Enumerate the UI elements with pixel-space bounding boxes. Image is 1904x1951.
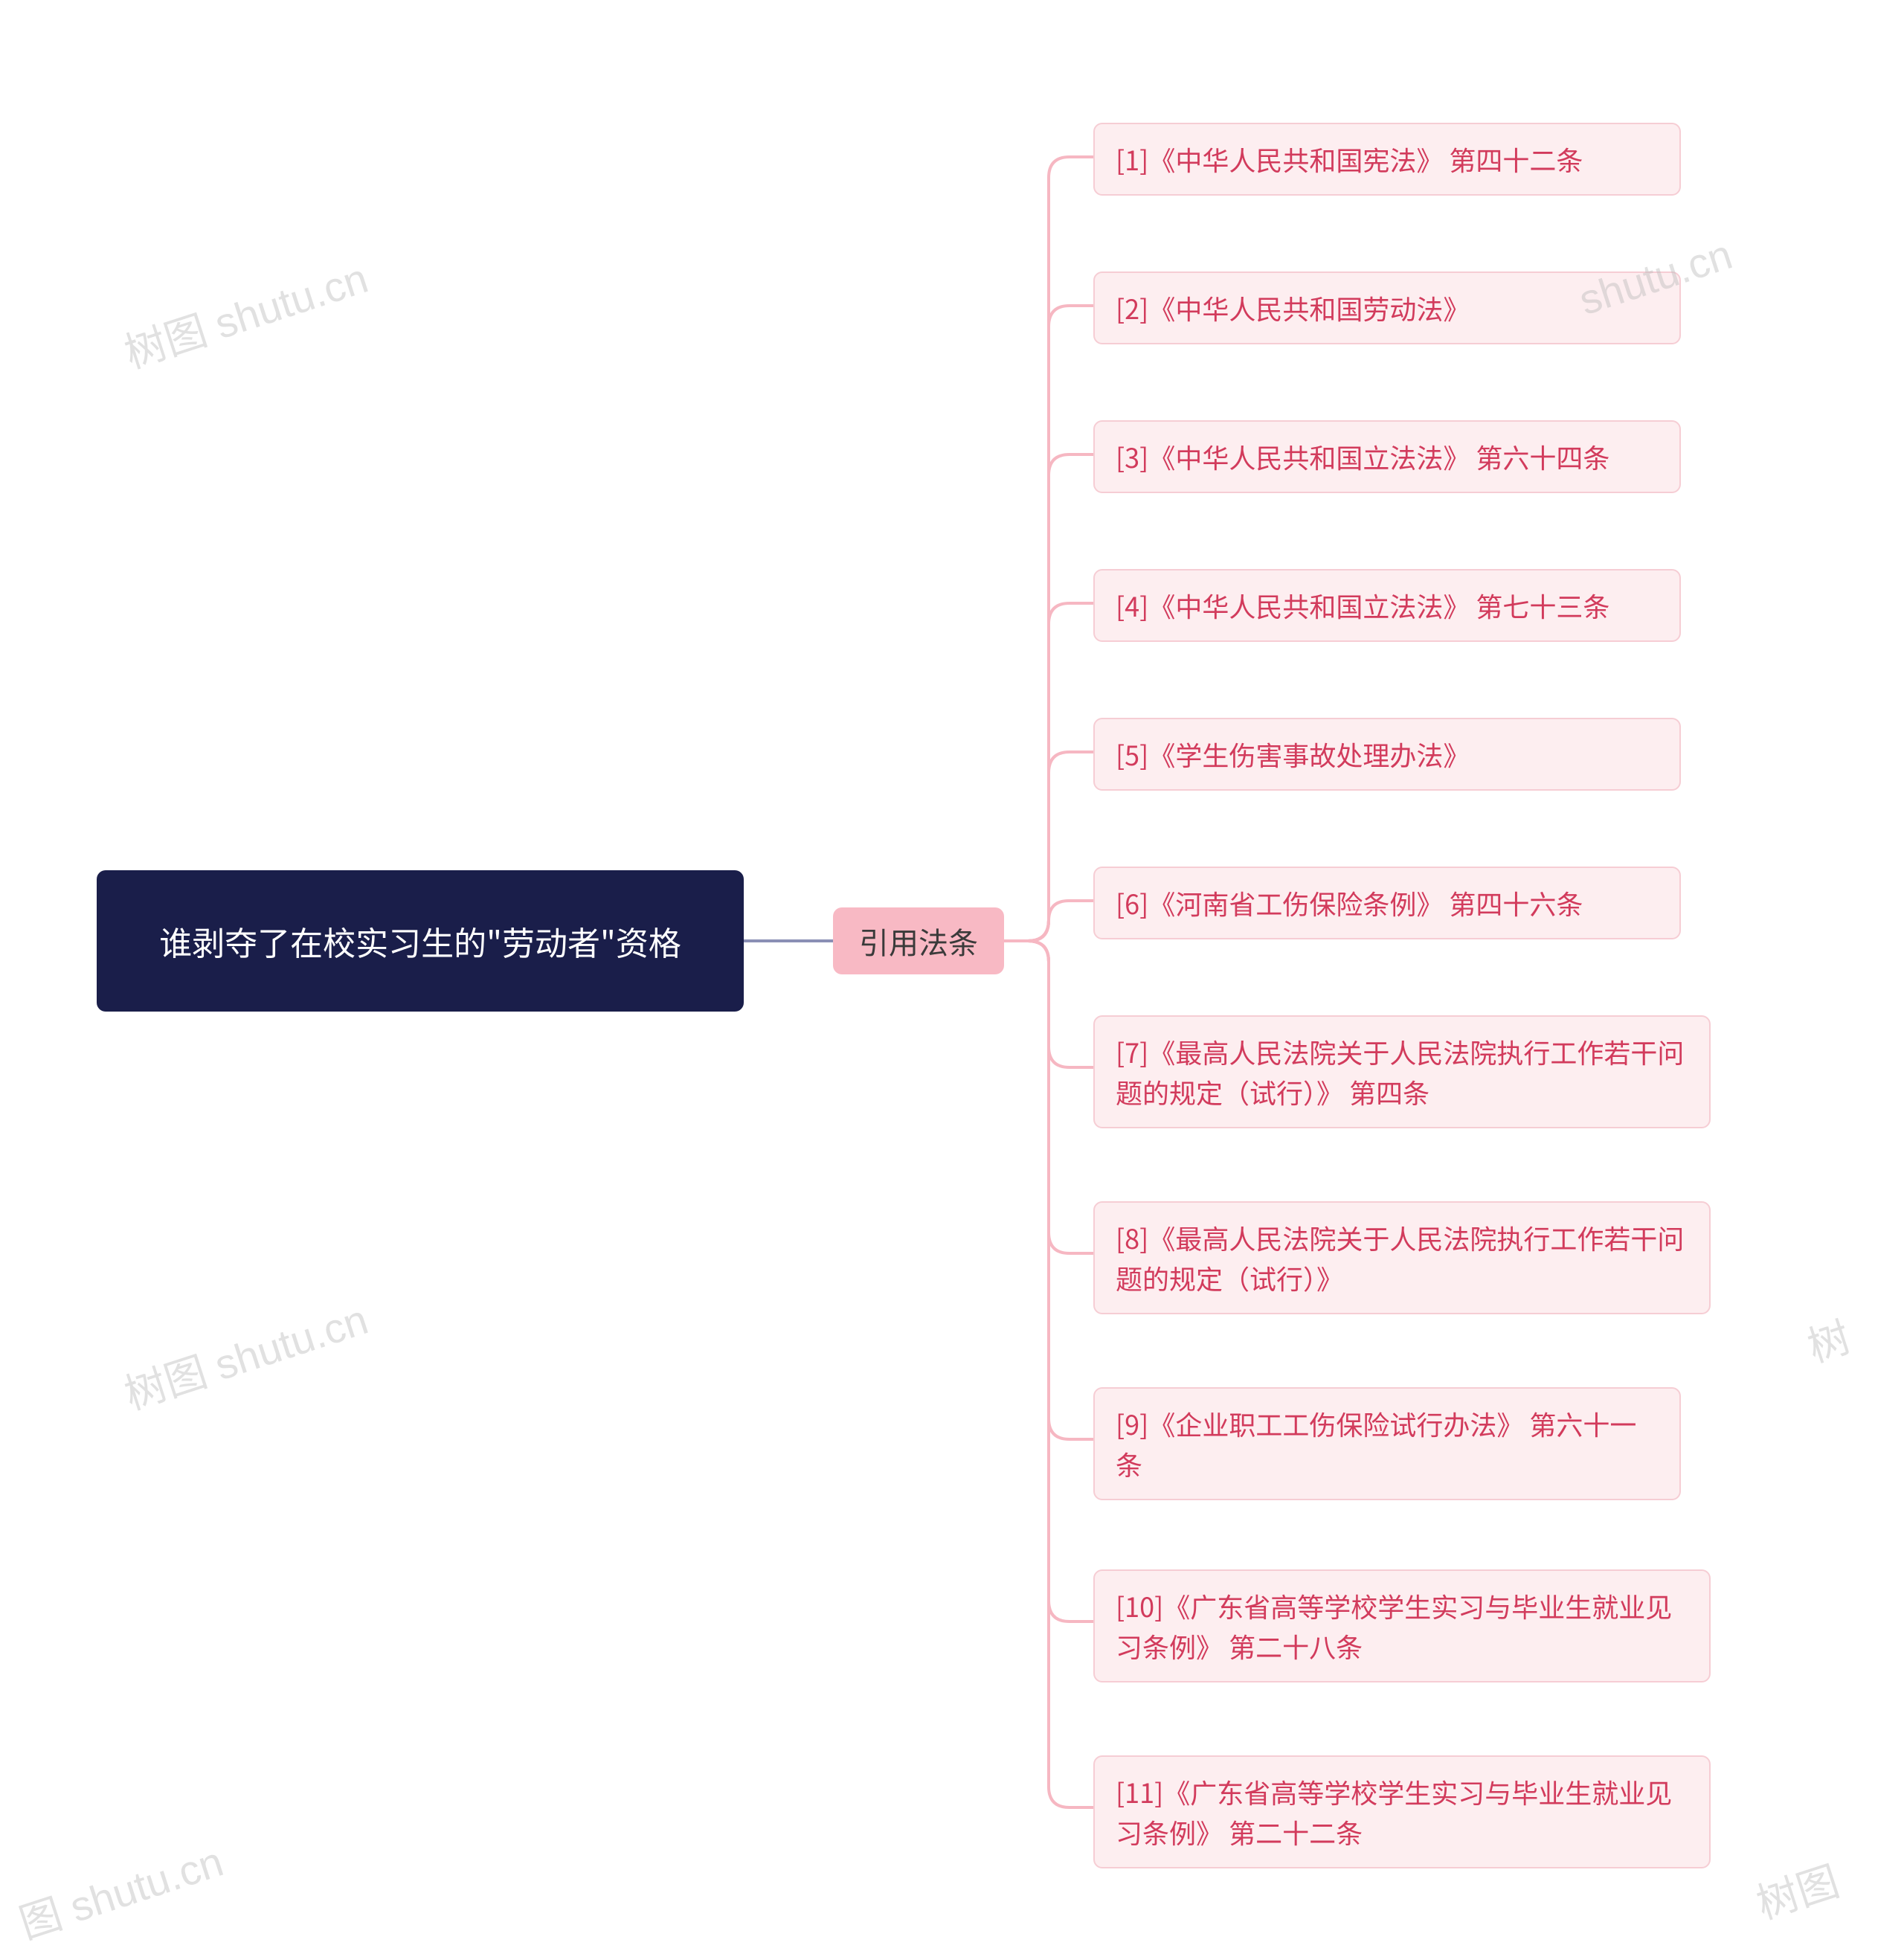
watermark: 树图 shutu.cn — [116, 245, 375, 381]
leaf-node: [7]《最高人民法院关于人民法院执行工作若干问题的规定（试行）》 第四条 — [1093, 1015, 1711, 1128]
leaf-node: [2]《中华人民共和国劳动法》 — [1093, 271, 1681, 344]
leaf-node: [4]《中华人民共和国立法法》 第七十三条 — [1093, 569, 1681, 642]
leaf-node: [1]《中华人民共和国宪法》 第四十二条 — [1093, 123, 1681, 196]
watermark: 树 — [1799, 1304, 1857, 1374]
mid-node: 引用法条 — [833, 907, 1004, 974]
leaf-node: [6]《河南省工伤保险条例》 第四十六条 — [1093, 867, 1681, 939]
leaf-node: [11]《广东省高等学校学生实习与毕业生就业见习条例》 第二十二条 — [1093, 1755, 1711, 1868]
watermark: 树图 — [1748, 1848, 1846, 1932]
leaf-node: [9]《企业职工工伤保险试行办法》 第六十一条 — [1093, 1387, 1681, 1500]
watermark: 图 shutu.cn — [10, 1828, 229, 1951]
watermark: 树图 shutu.cn — [116, 1287, 375, 1422]
leaf-node: [5]《学生伤害事故处理办法》 — [1093, 718, 1681, 791]
leaf-node: [3]《中华人民共和国立法法》 第六十四条 — [1093, 420, 1681, 493]
leaf-node: [10]《广东省高等学校学生实习与毕业生就业见习条例》 第二十八条 — [1093, 1569, 1711, 1682]
mindmap-canvas: 谁剥夺了在校实习生的"劳动者"资格 引用法条 [1]《中华人民共和国宪法》 第四… — [0, 0, 1904, 1909]
root-node: 谁剥夺了在校实习生的"劳动者"资格 — [97, 870, 744, 1012]
leaf-node: [8]《最高人民法院关于人民法院执行工作若干问题的规定（试行）》 — [1093, 1201, 1711, 1314]
